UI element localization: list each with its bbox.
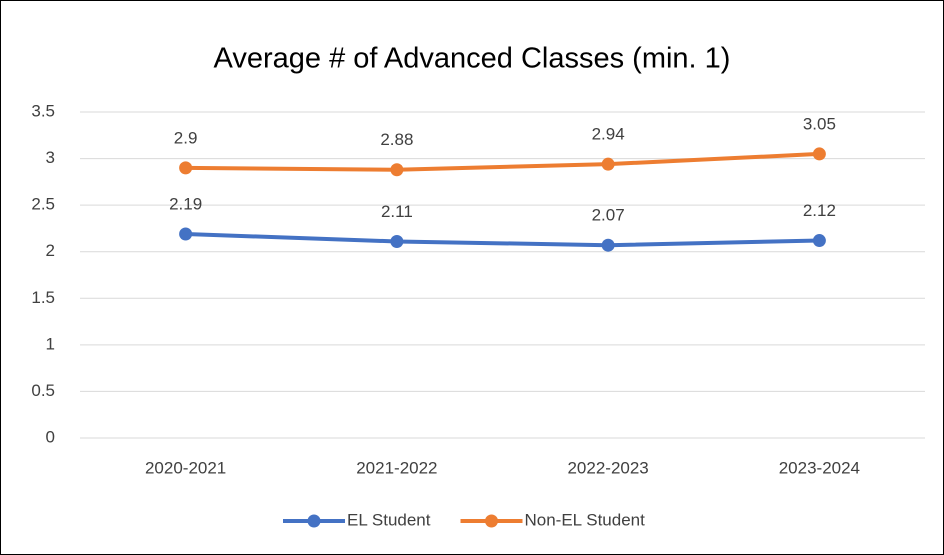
legend-label: Non-EL Student (525, 510, 646, 529)
point (601, 157, 615, 171)
data-label: 2.9 (174, 128, 198, 147)
x-tick-label: 2023-2024 (779, 458, 860, 477)
data-label: 2.88 (380, 130, 413, 149)
y-tick-label: 2 (46, 241, 55, 260)
data-label: 2.07 (592, 206, 625, 225)
y-tick-label: 1 (46, 334, 55, 353)
legend-label: EL Student (347, 510, 431, 529)
y-tick-label: 0 (46, 427, 55, 446)
point (390, 234, 404, 248)
data-label: 2.19 (169, 195, 202, 214)
point (179, 227, 193, 241)
data-label: 2.12 (803, 201, 836, 220)
x-tick-label: 2021-2022 (356, 458, 437, 477)
point (601, 238, 615, 252)
y-tick-label: 0.5 (31, 381, 55, 400)
legend-marker (307, 514, 321, 528)
point (179, 161, 193, 175)
y-tick-label: 3 (46, 148, 55, 167)
x-tick-label: 2020-2021 (145, 458, 226, 477)
data-label: 3.05 (803, 114, 836, 133)
series-line (185, 232, 820, 248)
data-label: 2.11 (381, 202, 413, 221)
point (812, 234, 826, 248)
point (390, 163, 404, 177)
series-line (185, 151, 820, 172)
y-tick-label: 3.5 (31, 101, 55, 120)
chart-title: Average # of Advanced Classes (min. 1) (214, 43, 731, 75)
data-label: 2.94 (592, 125, 625, 144)
legend-marker (485, 514, 498, 528)
y-tick-label: 2.5 (31, 195, 55, 214)
x-tick-label: 2022-2023 (567, 458, 648, 477)
point (812, 147, 826, 161)
y-tick-label: 1.5 (31, 288, 55, 307)
